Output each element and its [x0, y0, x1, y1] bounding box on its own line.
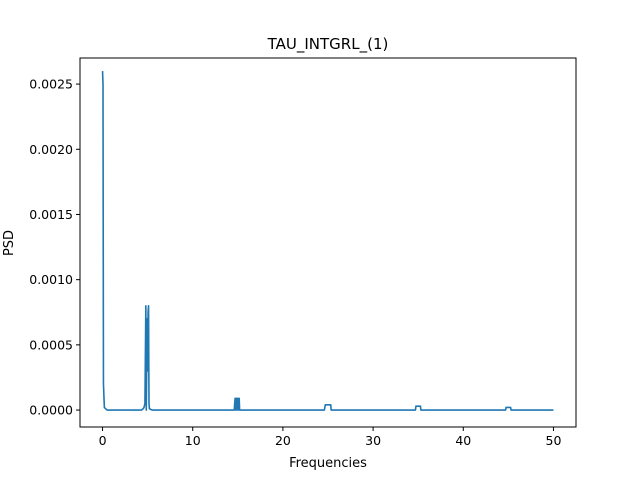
- axes-frame: [79, 57, 577, 428]
- y-tick-label: 0.0025: [29, 77, 73, 92]
- x-tick-label: 50: [546, 433, 562, 448]
- chart-title: TAU_INTGRL_(1): [267, 35, 389, 54]
- y-tick-label: 0.0015: [29, 207, 73, 222]
- x-tick-label: 20: [275, 433, 291, 448]
- x-tick-label: 0: [99, 433, 107, 448]
- plot-area: [101, 71, 554, 411]
- x-axis-label: Frequencies: [289, 456, 367, 471]
- x-tick-label: 10: [185, 433, 201, 448]
- x-tick-label: 40: [455, 433, 471, 448]
- y-tick-label: 0.0000: [29, 403, 73, 418]
- x-tick-label: 30: [365, 433, 381, 448]
- y-axis-label: PSD: [2, 230, 17, 256]
- y-tick-label: 0.0020: [29, 142, 73, 157]
- y-tick-label: 0.0005: [29, 337, 73, 352]
- psd-series-line: [101, 71, 554, 411]
- y-tick-label: 0.0010: [29, 272, 73, 287]
- y-axis-ticks: 0.0000 0.0005 0.0010 0.0015 0.0020 0.0025: [29, 77, 80, 418]
- x-axis-ticks: 0 10 20 30 40 50: [99, 427, 562, 448]
